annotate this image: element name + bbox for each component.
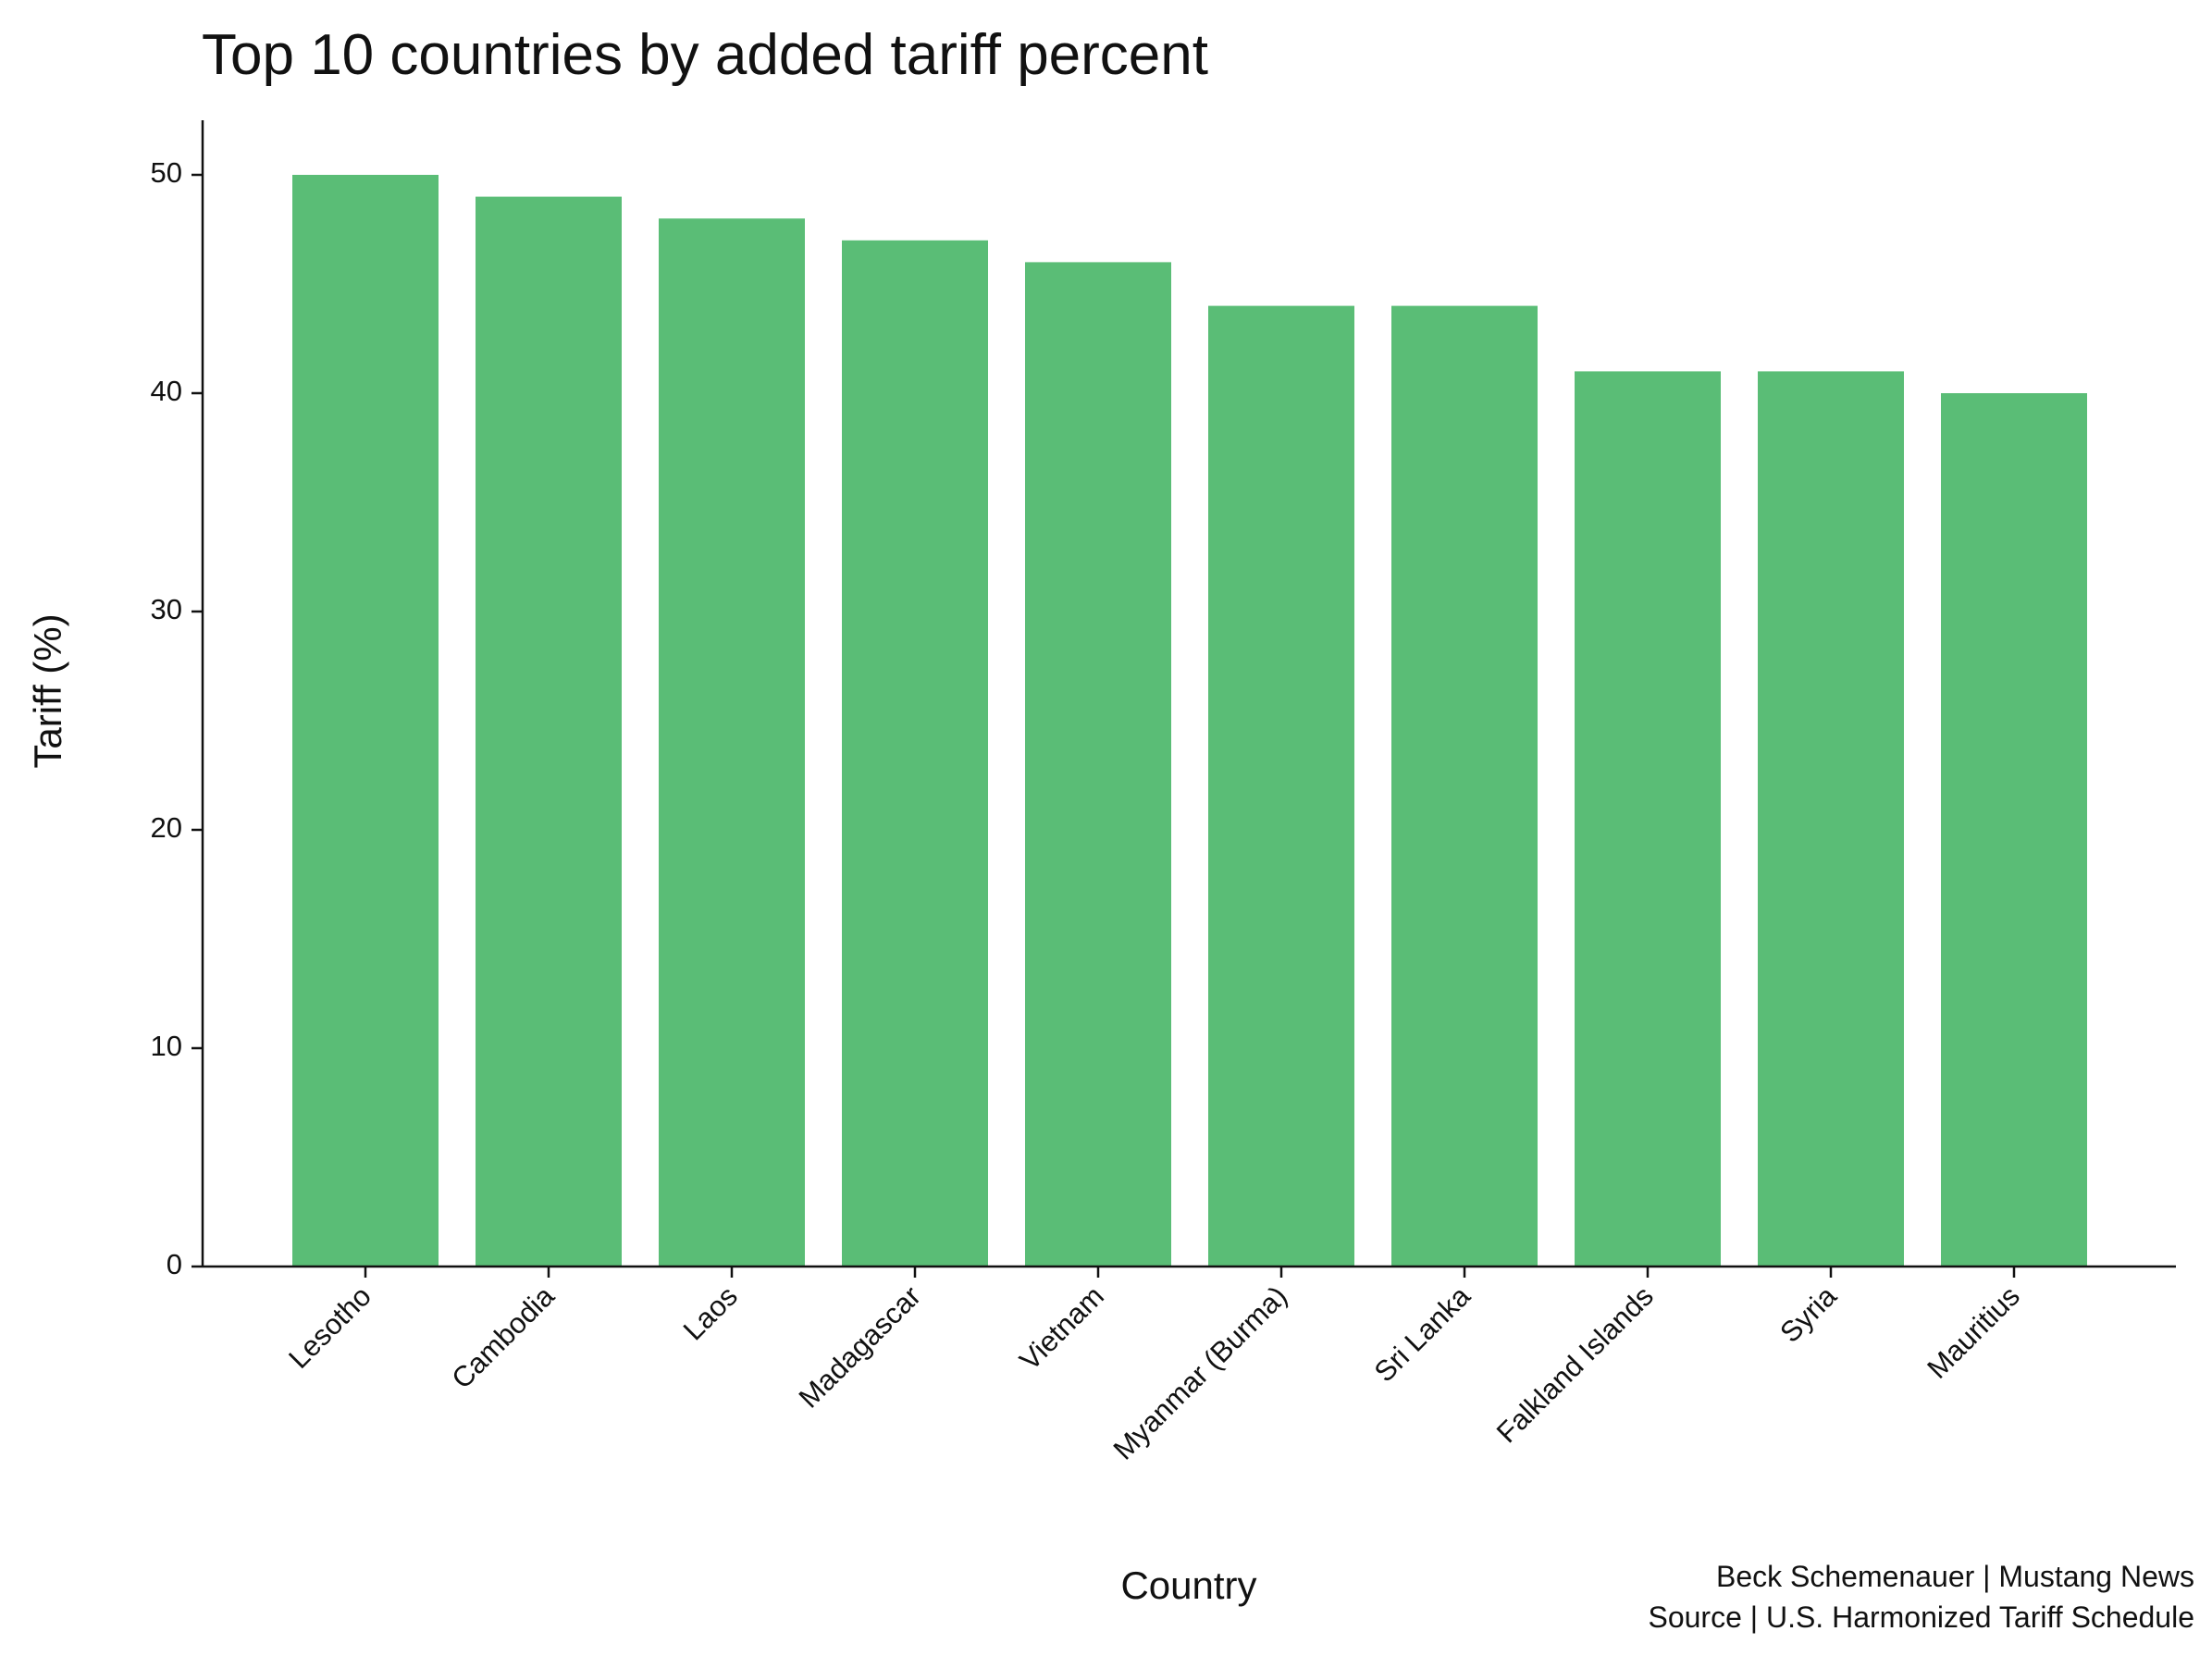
x-axis: Lesotho Cambodia Laos Madagascar VietnamMyan… (203, 1265, 2176, 1466)
y-tick-label-3: 30 (151, 593, 182, 625)
credit-author: Beck Schemenauer | Mustang News (1716, 1560, 2194, 1593)
y-axis: 0 10 20 30 40 50 (151, 120, 204, 1280)
y-axis-label: Tariff (%) (26, 613, 69, 768)
bar-1 (476, 196, 622, 1267)
chart-title: Top 10 countries by added tariff percent (202, 23, 1208, 87)
bar-9 (1941, 393, 2087, 1267)
x-axis-label: Country (1120, 1563, 1256, 1607)
bar-6 (1391, 305, 1538, 1267)
y-tick-label-4: 40 (151, 375, 182, 407)
y-tick-label-0: 0 (167, 1248, 182, 1280)
bar-5 (1208, 305, 1354, 1267)
bar-4 (1025, 262, 1171, 1267)
x-tick-label-1: Cambodia (445, 1279, 561, 1395)
x-tick-label-7: Falkland Islands (1490, 1279, 1660, 1449)
x-tick-label-0: Lesotho (282, 1279, 377, 1375)
y-tick-label-1: 10 (151, 1030, 182, 1062)
bar-0 (292, 175, 439, 1267)
bars-group (292, 175, 2087, 1267)
y-tick-label-5: 50 (151, 156, 182, 189)
bar-2 (659, 218, 805, 1267)
bar-7 (1575, 371, 1721, 1267)
x-tick-label-8: Syria (1773, 1279, 1843, 1349)
x-tick-label-5: Myanmar (Burma) (1107, 1279, 1293, 1465)
x-tick-label-6: Sri Lanka (1368, 1279, 1477, 1389)
y-tick-label-2: 20 (151, 811, 182, 844)
credit-source: Source | U.S. Harmonized Tariff Schedule (1648, 1600, 2194, 1634)
bar-3 (842, 240, 988, 1267)
x-tick-label-3: Madagascar (793, 1279, 927, 1414)
bar-8 (1758, 371, 1904, 1267)
x-tick-label-4: Vietnam (1013, 1279, 1110, 1377)
x-tick-label-2: Laos (677, 1279, 744, 1346)
x-tick-label-9: Mauritius (1921, 1279, 2026, 1385)
